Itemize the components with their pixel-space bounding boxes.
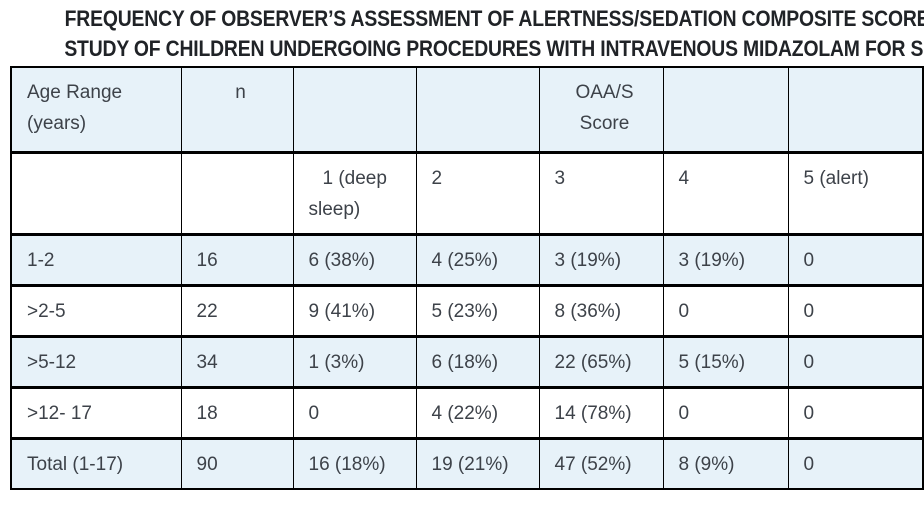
cell-score-4: 3 (19%) <box>662 234 789 285</box>
header-empty-cell <box>10 152 182 234</box>
cell-score-4: 5 (15%) <box>662 336 789 387</box>
oaas-frequency-table: Age Range (years) n OAA/S Score 1 (deep … <box>10 66 924 490</box>
cell-score-5: 0 <box>787 285 924 336</box>
header-empty-cell <box>787 67 924 152</box>
cell-score-1: 16 (18%) <box>292 438 417 489</box>
cell-age-range: 1-2 <box>10 234 182 285</box>
table-header-row-1: Age Range (years) n OAA/S Score <box>10 67 924 152</box>
cell-score-3: 22 (65%) <box>538 336 664 387</box>
header-empty-cell <box>662 67 789 152</box>
cell-score-5: 0 <box>787 438 924 489</box>
cell-score-1: 0 <box>292 387 417 438</box>
cell-n: 34 <box>180 336 294 387</box>
cell-age-range: >12- 17 <box>10 387 182 438</box>
header-empty-cell <box>415 67 540 152</box>
table-row-age-12-17: >12- 17 18 0 4 (22%) 14 (78%) 0 0 <box>10 387 924 438</box>
header-empty-cell <box>180 152 294 234</box>
header-score-5: 5 (alert) <box>787 152 924 234</box>
cell-n: 22 <box>180 285 294 336</box>
page-title-text-2: STUDY OF CHILDREN UNDERGOING PROCEDURES … <box>64 36 924 61</box>
header-score-1: 1 (deep sleep) <box>292 152 417 234</box>
cell-score-2: 19 (21%) <box>415 438 540 489</box>
cell-n: 18 <box>180 387 294 438</box>
header-score-3: 3 <box>538 152 664 234</box>
cell-score-2: 6 (18%) <box>415 336 540 387</box>
header-age-range: Age Range (years) <box>10 67 182 152</box>
cell-score-3: 14 (78%) <box>538 387 664 438</box>
cell-score-5: 0 <box>787 336 924 387</box>
table-row-total: Total (1-17) 90 16 (18%) 19 (21%) 47 (52… <box>10 438 924 489</box>
cell-n: 90 <box>180 438 294 489</box>
table-row-age-5-12: >5-12 34 1 (3%) 6 (18%) 22 (65%) 5 (15%)… <box>10 336 924 387</box>
cell-score-3: 8 (36%) <box>538 285 664 336</box>
cell-score-1: 1 (3%) <box>292 336 417 387</box>
page-title-line-1: FREQUENCY OF OBSERVER’S ASSESSMENT OF AL… <box>0 5 924 35</box>
cell-age-range: >2-5 <box>10 285 182 336</box>
page-title-text-1: FREQUENCY OF OBSERVER’S ASSESSMENT OF AL… <box>64 6 924 31</box>
cell-score-2: 4 (25%) <box>415 234 540 285</box>
header-oaas-score: OAA/S Score <box>538 67 664 152</box>
cell-score-5: 0 <box>787 387 924 438</box>
table-header-row-2: 1 (deep sleep) 2 3 4 5 (alert) <box>10 152 924 234</box>
cell-score-2: 5 (23%) <box>415 285 540 336</box>
cell-score-1: 9 (41%) <box>292 285 417 336</box>
header-n: n <box>180 67 294 152</box>
cell-score-3: 47 (52%) <box>538 438 664 489</box>
cell-n: 16 <box>180 234 294 285</box>
cell-score-1: 6 (38%) <box>292 234 417 285</box>
cell-score-3: 3 (19%) <box>538 234 664 285</box>
table-row-age-1-2: 1-2 16 6 (38%) 4 (25%) 3 (19%) 3 (19%) 0 <box>10 234 924 285</box>
page-title: FREQUENCY OF OBSERVER’S ASSESSMENT OF AL… <box>0 5 924 65</box>
page-title-line-2: STUDY OF CHILDREN UNDERGOING PROCEDURES … <box>0 35 924 65</box>
header-score-2: 2 <box>415 152 540 234</box>
header-score-4: 4 <box>662 152 789 234</box>
cell-score-2: 4 (22%) <box>415 387 540 438</box>
cell-score-4: 0 <box>662 285 789 336</box>
cell-score-4: 0 <box>662 387 789 438</box>
header-empty-cell <box>292 67 417 152</box>
cell-score-4: 8 (9%) <box>662 438 789 489</box>
table-row-age-2-5: >2-5 22 9 (41%) 5 (23%) 8 (36%) 0 0 <box>10 285 924 336</box>
cell-age-range: >5-12 <box>10 336 182 387</box>
cell-score-5: 0 <box>787 234 924 285</box>
cell-age-range: Total (1-17) <box>10 438 182 489</box>
